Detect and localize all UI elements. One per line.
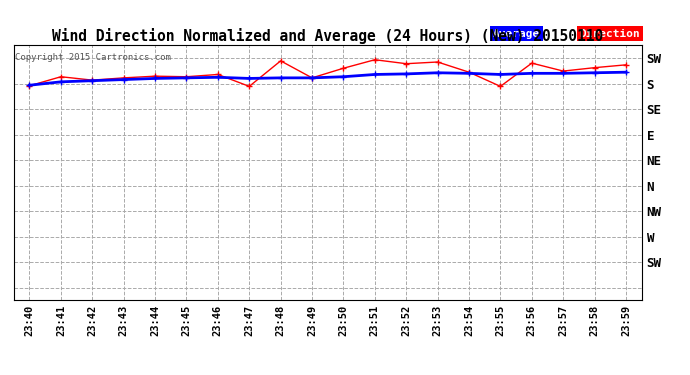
Title: Wind Direction Normalized and Average (24 Hours) (New) 20150110: Wind Direction Normalized and Average (2…	[52, 28, 603, 44]
Text: Average: Average	[493, 28, 540, 39]
Text: Direction: Direction	[580, 28, 640, 39]
Text: Copyright 2015 Cartronics.com: Copyright 2015 Cartronics.com	[15, 53, 171, 62]
